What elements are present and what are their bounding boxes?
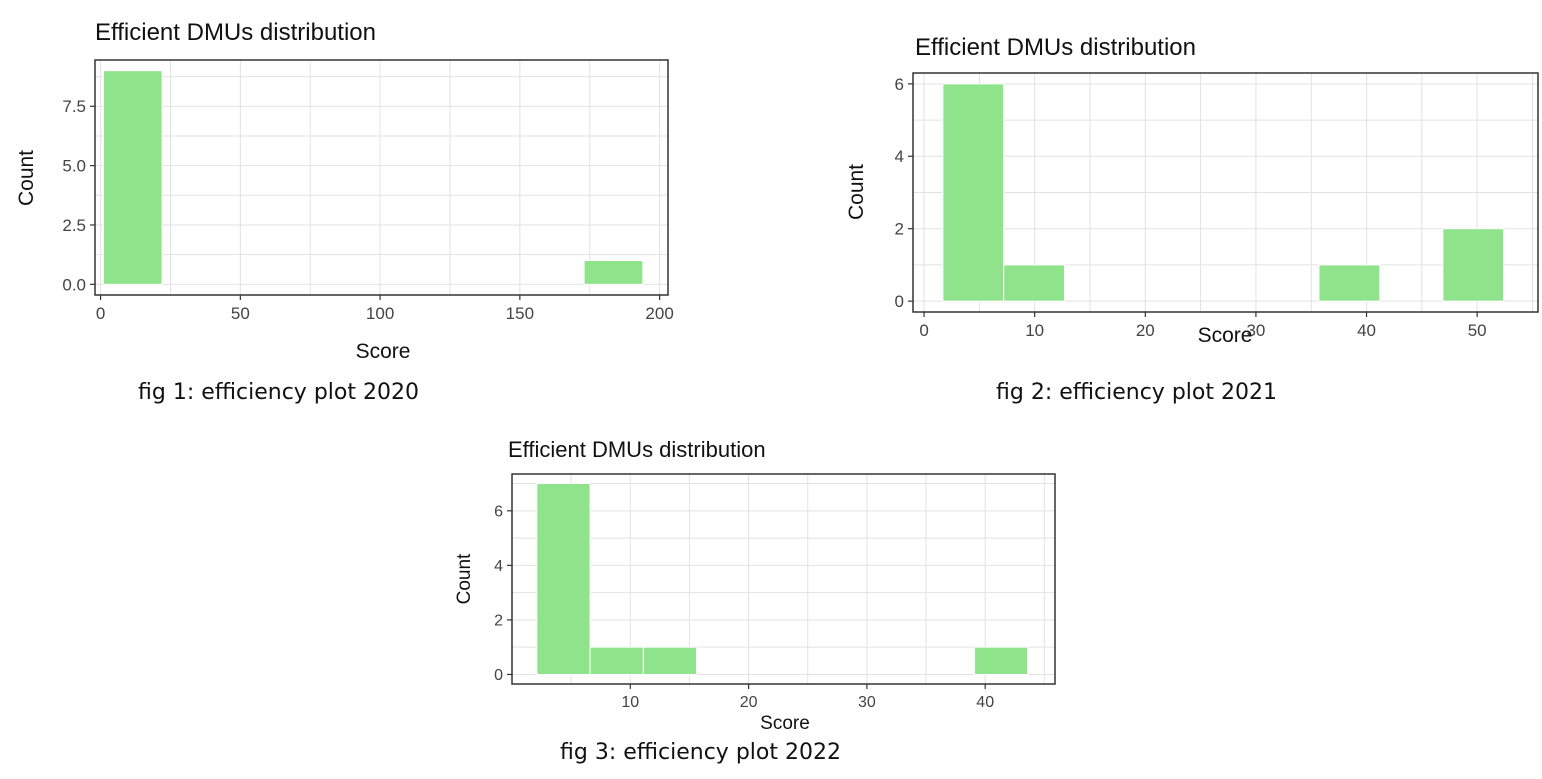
x-tick-label: 10 bbox=[621, 694, 639, 711]
x-tick-label: 30 bbox=[858, 694, 876, 711]
x-axis-label: Score bbox=[1198, 324, 1253, 347]
chart-title: Efficient DMUs distribution bbox=[915, 34, 1196, 61]
x-tick-label: 100 bbox=[366, 304, 394, 323]
histogram-bar bbox=[642, 646, 698, 675]
plot-border bbox=[511, 473, 1056, 685]
x-tick-label: 20 bbox=[740, 694, 758, 711]
y-tick-label: 0.0 bbox=[62, 275, 86, 294]
chart-1: Efficient DMUs distribution 0 50 100 150 200 0… bbox=[15, 19, 674, 363]
y-tick-label: 6 bbox=[494, 503, 503, 520]
x-tick-label: 40 bbox=[1357, 321, 1376, 340]
x-tick-label: 0 bbox=[919, 321, 928, 340]
caption-fig-1: fig 1: efficiency plot 2020 bbox=[138, 380, 419, 405]
y-tick-label: 4 bbox=[494, 558, 503, 575]
x-tick-label: 40 bbox=[976, 694, 994, 711]
histogram-bar bbox=[583, 260, 644, 285]
histogram-bar bbox=[974, 646, 1029, 675]
x-axis-label: Score bbox=[760, 713, 810, 734]
chart-2: Efficient DMUs distribution 0 10 20 30 40 50 0 2… bbox=[845, 34, 1539, 347]
x-axis-label: Score bbox=[356, 340, 411, 363]
y-axis-label: Count bbox=[845, 164, 868, 220]
plot-border bbox=[912, 72, 1539, 313]
plot-border bbox=[94, 59, 669, 296]
y-tick-label: 0 bbox=[494, 667, 503, 684]
figure-2: Efficient DMUs distribution 0 10 20 30 40 50 0 2… bbox=[800, 20, 1542, 420]
histogram-bar bbox=[589, 646, 644, 675]
figure-3: Efficient DMUs distribution 10 20 30 40 0 2 4 6 S… bbox=[430, 420, 1070, 779]
y-axis-label: Count bbox=[454, 553, 475, 604]
y-tick-label: 0 bbox=[895, 292, 904, 311]
x-tick-label: 150 bbox=[506, 304, 534, 323]
x-tick-label: 30 bbox=[1246, 321, 1265, 340]
histogram-bar bbox=[1003, 264, 1066, 302]
histogram-bar bbox=[536, 483, 591, 675]
x-tick-label: 20 bbox=[1136, 321, 1155, 340]
histogram-bar bbox=[942, 83, 1005, 302]
y-tick-label: 2.5 bbox=[62, 216, 86, 235]
x-tick-label: 50 bbox=[1468, 321, 1487, 340]
x-tick-label: 0 bbox=[96, 304, 105, 323]
caption-fig-2: fig 2: efficiency plot 2021 bbox=[996, 380, 1277, 405]
x-tick-label: 200 bbox=[645, 304, 673, 323]
x-tick-label: 10 bbox=[1025, 321, 1044, 340]
y-tick-label: 2 bbox=[895, 220, 904, 239]
y-tick-label: 6 bbox=[895, 75, 904, 94]
plot-panel bbox=[95, 60, 668, 295]
x-tick-label: 50 bbox=[231, 304, 250, 323]
y-tick-label: 4 bbox=[895, 147, 904, 166]
y-tick-label: 2 bbox=[494, 613, 503, 630]
histogram-bar bbox=[1318, 264, 1381, 302]
chart-title: Efficient DMUs distribution bbox=[95, 19, 376, 46]
chart-title: Efficient DMUs distribution bbox=[508, 437, 766, 462]
y-tick-label: 5.0 bbox=[62, 157, 86, 176]
chart-3: Efficient DMUs distribution 10 20 30 40 0 2 4 6 S… bbox=[454, 437, 1056, 734]
y-axis-label: Count bbox=[15, 150, 38, 206]
caption-fig-3: fig 3: efficiency plot 2022 bbox=[560, 740, 841, 765]
histogram-bar bbox=[102, 70, 163, 285]
y-tick-label: 7.5 bbox=[62, 97, 86, 116]
figure-1: Efficient DMUs distribution 0 50 100 150 200 0… bbox=[0, 0, 700, 420]
histogram-bar bbox=[1442, 228, 1505, 302]
